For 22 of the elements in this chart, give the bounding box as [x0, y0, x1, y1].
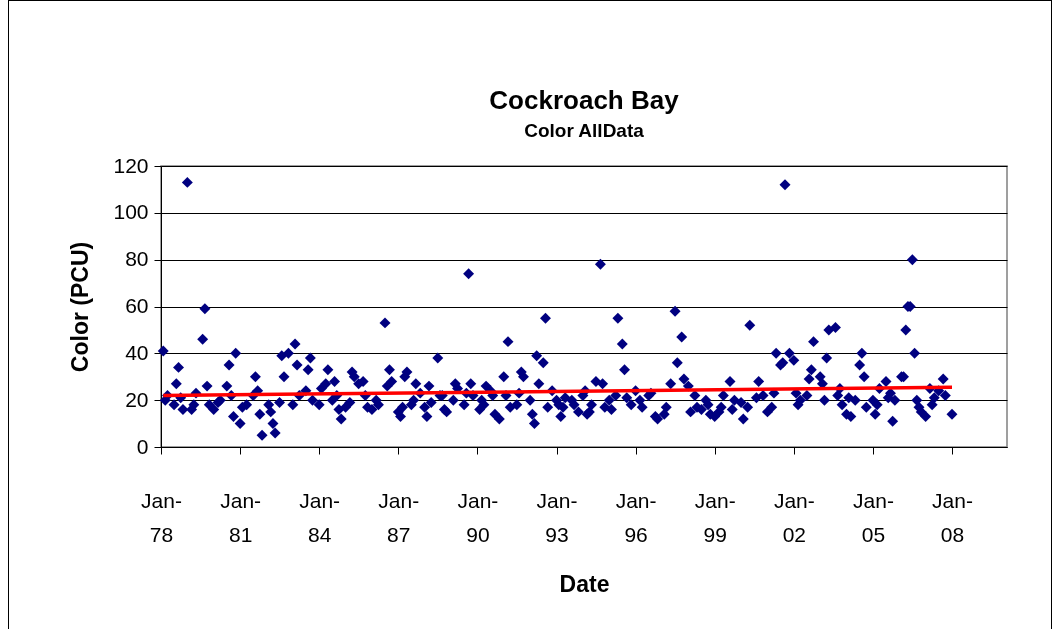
x-tick-label: Jan-96 — [615, 488, 657, 546]
chart-subtitle: Color AllData — [524, 120, 645, 141]
x-tick-label: Jan-02 — [773, 488, 815, 546]
y-tick-label: 60 — [125, 294, 149, 317]
chart-title: Cockroach Bay — [489, 85, 680, 115]
y-tick-label: 120 — [113, 153, 149, 177]
y-tick-label: 80 — [125, 247, 149, 271]
y-tick-label: 20 — [125, 387, 149, 411]
y-tick-label: 0 — [136, 434, 149, 458]
x-tick-label: Jan-87 — [378, 488, 420, 546]
x-tick-label: Jan-90 — [457, 488, 499, 546]
x-tick-label: Jan-99 — [694, 488, 736, 546]
x-tick-label: Jan-84 — [299, 488, 341, 546]
y-tick-label: 40 — [125, 340, 149, 364]
x-tick-label: Jan-05 — [853, 488, 894, 546]
x-tick-label: Jan-78 — [141, 488, 182, 546]
x-tick-label: Jan-08 — [932, 488, 973, 546]
y-tick-label: 100 — [113, 200, 149, 224]
x-axis-title: Date — [559, 570, 610, 597]
y-axis-title: Color (PCU) — [67, 241, 94, 373]
x-tick-label: Jan-93 — [536, 488, 578, 546]
x-tick-label: Jan-81 — [220, 488, 262, 546]
